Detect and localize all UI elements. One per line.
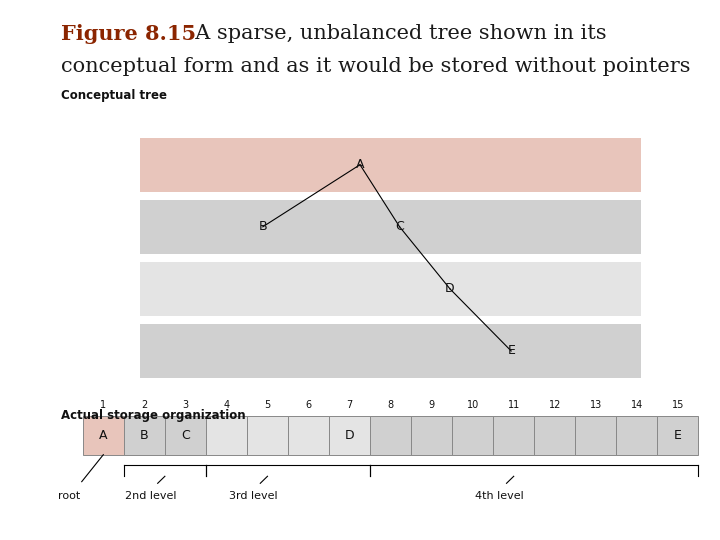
Bar: [140, 200, 641, 254]
Bar: [288, 416, 329, 455]
Text: 2: 2: [141, 400, 148, 410]
Text: 4th level: 4th level: [475, 491, 523, 502]
Text: A: A: [356, 158, 364, 171]
Text: B: B: [258, 220, 267, 233]
Text: 12: 12: [549, 400, 561, 410]
Bar: [657, 416, 698, 455]
Text: 13: 13: [590, 400, 602, 410]
Text: 15: 15: [672, 400, 684, 410]
Text: 10: 10: [467, 400, 479, 410]
Bar: [140, 262, 641, 316]
Text: 11: 11: [508, 400, 520, 410]
Text: 7: 7: [346, 400, 353, 410]
Bar: [83, 416, 124, 455]
Bar: [534, 416, 575, 455]
Bar: [575, 416, 616, 455]
Text: 14: 14: [631, 400, 643, 410]
Text: E: E: [508, 345, 515, 357]
Text: A sparse, unbalanced tree shown in its: A sparse, unbalanced tree shown in its: [182, 24, 607, 43]
Bar: [329, 416, 370, 455]
Bar: [165, 416, 206, 455]
Text: 9: 9: [428, 400, 435, 410]
Bar: [247, 416, 288, 455]
Bar: [452, 416, 493, 455]
Text: Conceptual tree: Conceptual tree: [61, 89, 167, 102]
Text: C: C: [395, 220, 404, 233]
Bar: [370, 416, 411, 455]
Text: conceptual form and as it would be stored without pointers: conceptual form and as it would be store…: [61, 57, 690, 76]
Text: 3: 3: [182, 400, 189, 410]
Bar: [411, 416, 452, 455]
Text: 8: 8: [387, 400, 394, 410]
Bar: [493, 416, 534, 455]
Text: D: D: [445, 282, 455, 295]
Text: root: root: [58, 491, 80, 502]
Bar: [616, 416, 657, 455]
Text: 4: 4: [223, 400, 230, 410]
Text: E: E: [674, 429, 682, 442]
Bar: [124, 416, 165, 455]
Bar: [140, 324, 641, 378]
Text: B: B: [140, 429, 148, 442]
Bar: [140, 138, 641, 192]
Text: 6: 6: [305, 400, 312, 410]
Text: C: C: [181, 429, 190, 442]
Text: D: D: [345, 429, 354, 442]
Bar: [206, 416, 247, 455]
Text: 1: 1: [100, 400, 107, 410]
Text: 2nd level: 2nd level: [125, 491, 176, 502]
Text: 5: 5: [264, 400, 271, 410]
Text: 3rd level: 3rd level: [229, 491, 277, 502]
Text: Actual storage organization: Actual storage organization: [61, 409, 246, 422]
Text: A: A: [99, 429, 107, 442]
Text: Figure 8.15: Figure 8.15: [61, 24, 197, 44]
